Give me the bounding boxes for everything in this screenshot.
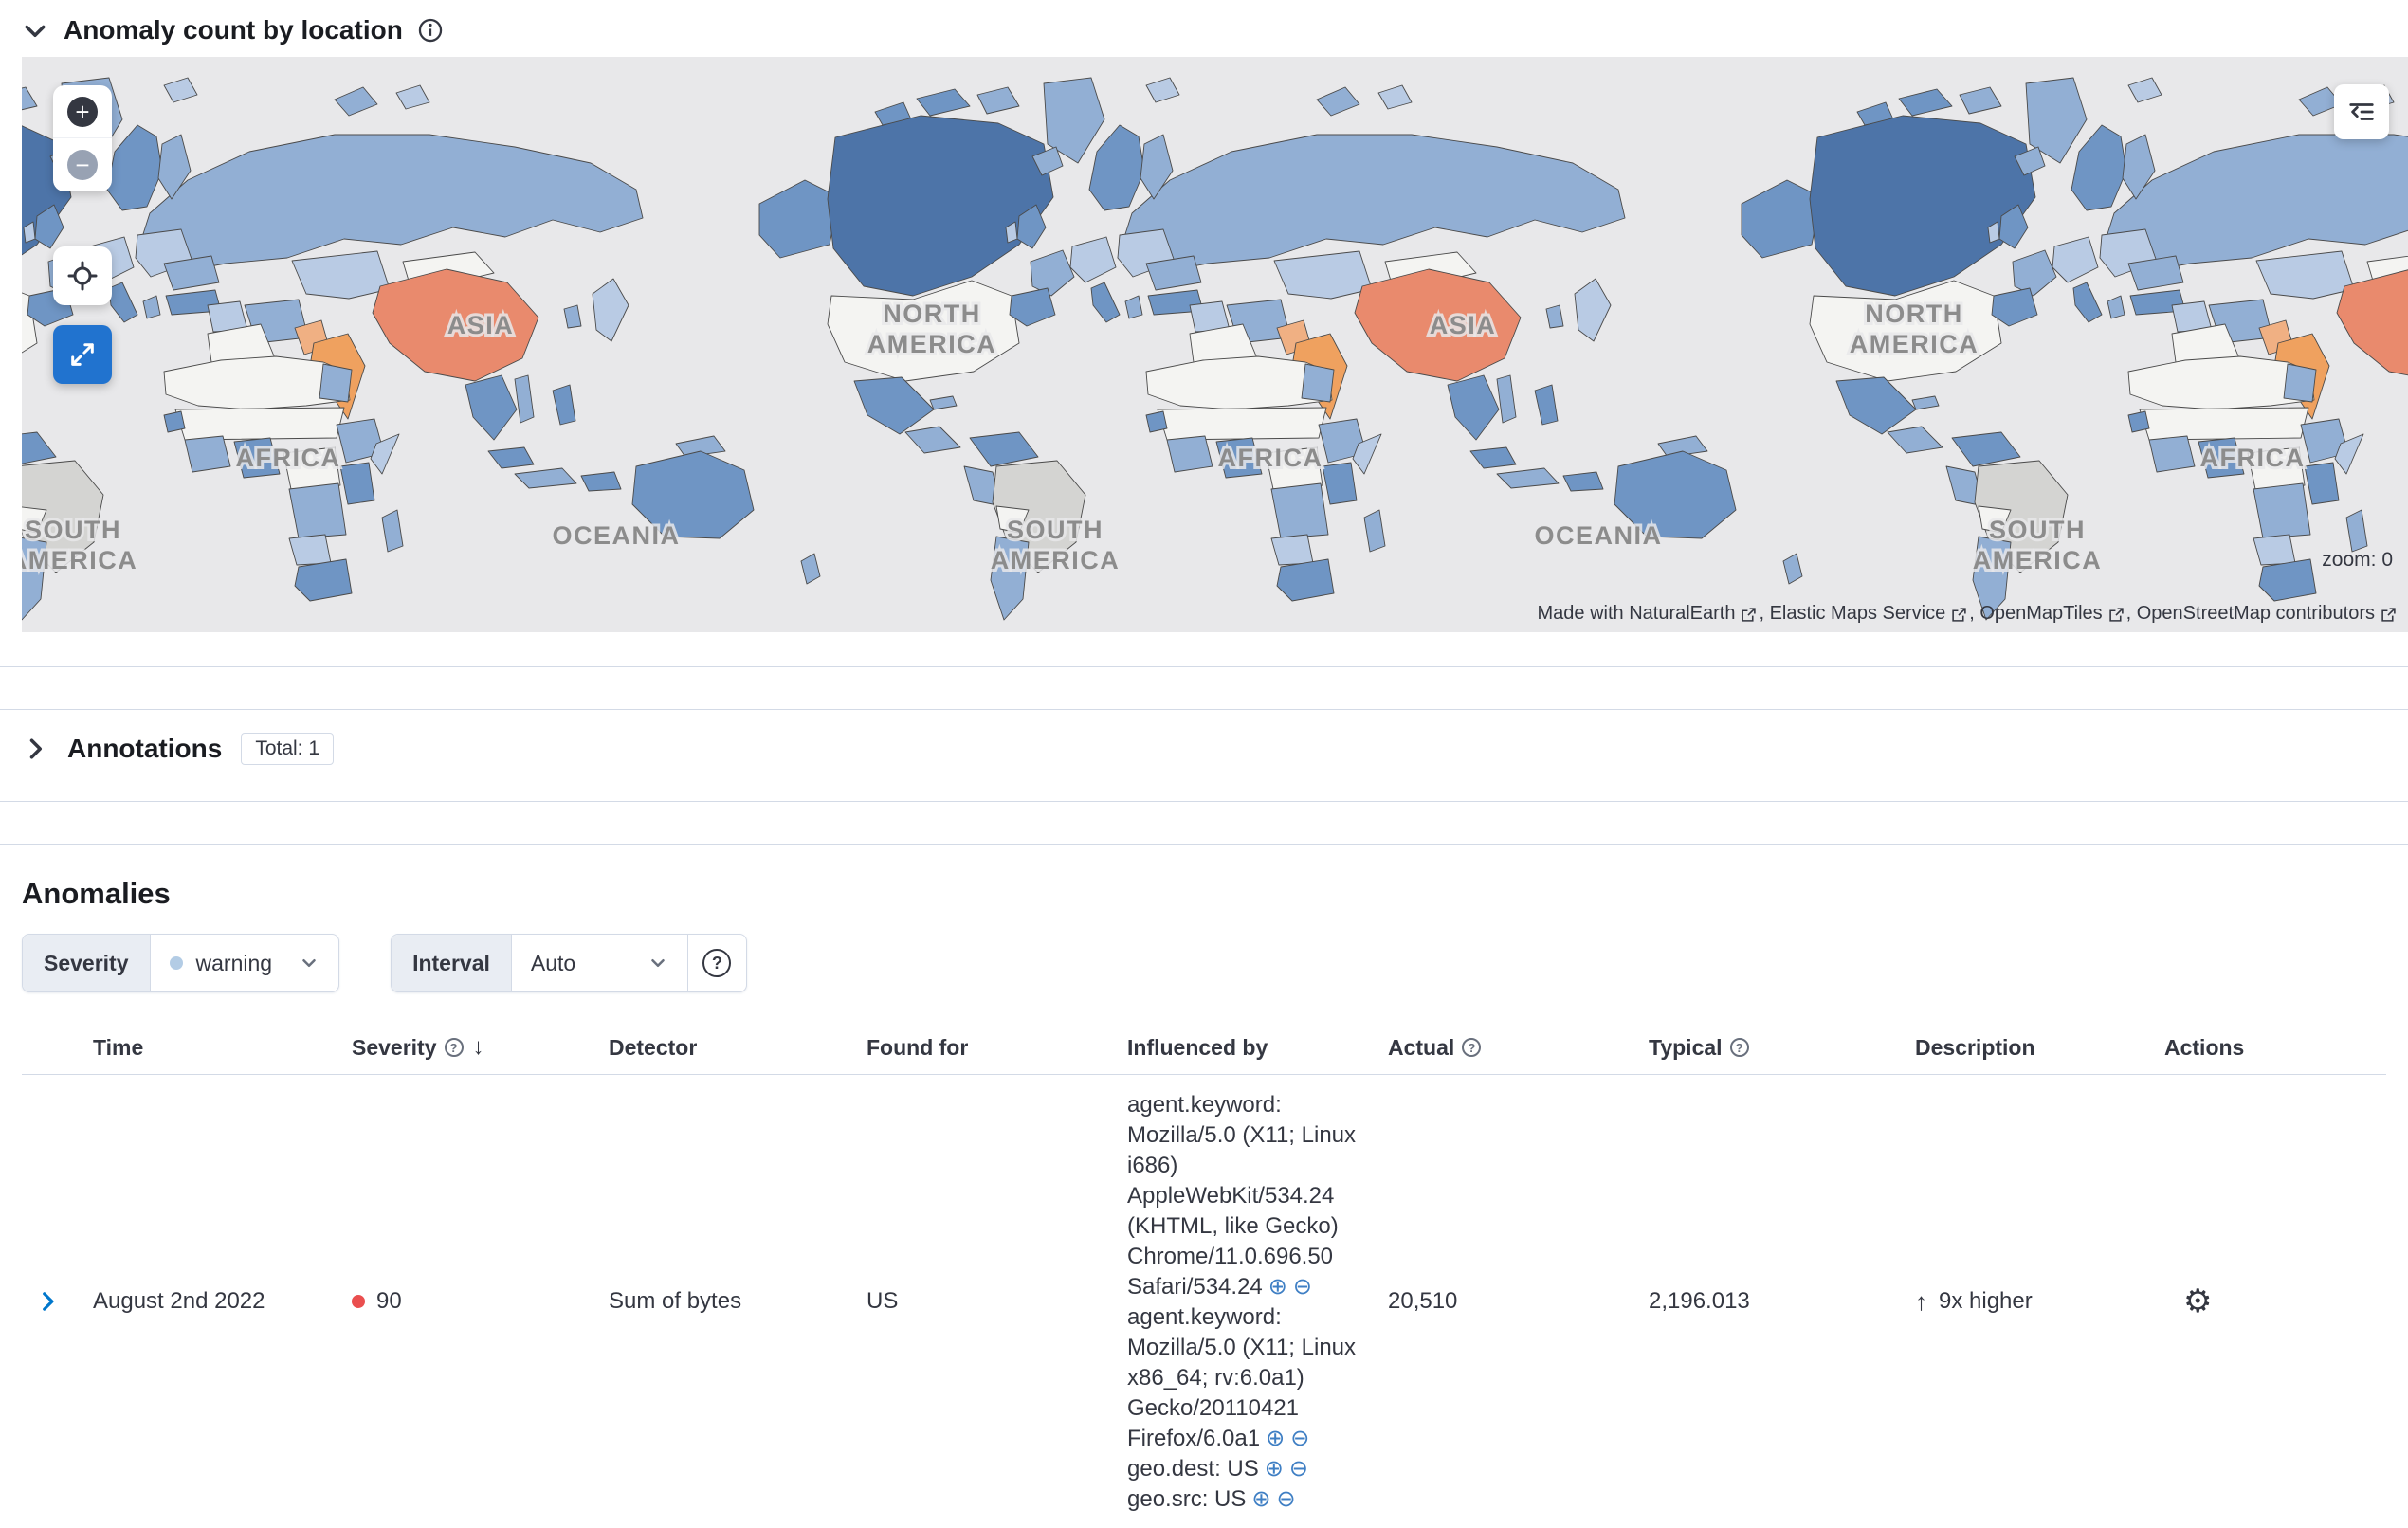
question-icon: ?	[702, 949, 732, 977]
interval-help-button[interactable]: ?	[686, 935, 746, 991]
map-section-title: Anomaly count by location	[64, 15, 403, 45]
zoom-out-button[interactable]: −	[53, 138, 112, 191]
collapse-chevron-down-icon[interactable]	[22, 17, 48, 44]
external-link-icon	[1741, 607, 1757, 623]
zoom-level-status: zoom: 0	[2322, 549, 2393, 571]
add-filter-icon[interactable]: ⊕	[1268, 1274, 1287, 1300]
chevron-down-icon	[299, 953, 319, 973]
expand-arrows-icon	[68, 340, 97, 369]
header-description: Description	[1915, 1034, 2035, 1060]
cell-actual: 20,510	[1388, 1288, 1458, 1314]
cell-actions: ⚙	[2164, 1272, 2386, 1331]
interval-value: Auto	[530, 950, 576, 975]
anomalies-table: Time Severity ? ↓ Detector Found for Inf…	[22, 1027, 2386, 1528]
anomalies-table-header: Time Severity ? ↓ Detector Found for Inf…	[22, 1027, 2386, 1075]
section-divider	[0, 666, 2408, 667]
header-expand-column	[22, 1027, 93, 1074]
anomalies-title: Anomalies	[22, 877, 171, 910]
influencer-item: agent.keyword: Mozilla/5.0 (X11; Linux x…	[1127, 1304, 1357, 1451]
interval-filter-group: Interval Auto ?	[391, 934, 747, 992]
help-icon[interactable]: ?	[444, 1038, 464, 1057]
help-icon[interactable]: ?	[1462, 1038, 1482, 1057]
chevron-right-icon	[35, 1289, 60, 1314]
critical-severity-dot	[352, 1295, 365, 1308]
remove-filter-icon[interactable]: ⊖	[1292, 1274, 1312, 1300]
chevron-right-icon[interactable]	[22, 736, 48, 762]
header-actions: Actions	[2164, 1034, 2245, 1060]
influencer-item: geo.dest: US ⊕ ⊖	[1127, 1456, 1308, 1482]
sort-desc-icon: ↓	[472, 1034, 484, 1060]
warning-severity-dot	[169, 956, 183, 970]
gear-icon[interactable]: ⚙	[2183, 1283, 2213, 1319]
remove-filter-icon[interactable]: ⊖	[1288, 1456, 1308, 1482]
section-divider	[0, 709, 2408, 710]
map-section-header: Anomaly count by location	[0, 0, 2408, 57]
influencer-item: agent.keyword: Mozilla/5.0 (X11; Linux i…	[1127, 1092, 1357, 1300]
annotations-accordion-header[interactable]: Annotations Total: 1	[0, 710, 2408, 788]
cell-found-for: US	[867, 1288, 899, 1314]
cell-typical: 2,196.013	[1649, 1288, 1750, 1314]
chevron-down-icon	[648, 953, 668, 973]
legend-toggle-button[interactable]	[2334, 84, 2389, 139]
remove-filter-icon[interactable]: ⊖	[1276, 1486, 1296, 1512]
header-typical: Typical ?	[1649, 1027, 1915, 1074]
attribution-link-naturalearth[interactable]: Made with NaturalEarth	[1537, 603, 1759, 625]
annotations-title: Annotations	[67, 734, 223, 763]
cell-influenced-by: agent.keyword: Mozilla/5.0 (X11; Linux i…	[1127, 1075, 1372, 1528]
annotations-total-badge: Total: 1	[241, 733, 335, 765]
cell-time: August 2nd 2022	[93, 1288, 265, 1314]
cell-detector: Sum of bytes	[609, 1288, 742, 1314]
influencer-item: geo.src: US ⊕ ⊖	[1127, 1486, 1296, 1512]
attribution-link-openmaptiles[interactable]: , OpenMapTiles	[1969, 603, 2125, 625]
attribution-link-elastic-maps[interactable]: , Elastic Maps Service	[1759, 603, 1969, 625]
plus-icon: +	[67, 96, 98, 127]
description-text: 9x higher	[1939, 1288, 2033, 1314]
help-icon[interactable]: ?	[1729, 1038, 1749, 1057]
anomalies-filters: Severity warning Interval Auto ?	[22, 934, 2386, 992]
severity-filter-value: warning	[195, 950, 273, 975]
severity-score: 90	[376, 1288, 402, 1314]
map-attribution: Made with NaturalEarth , Elastic Maps Se…	[1537, 603, 2399, 625]
section-divider	[0, 801, 2408, 802]
external-link-icon	[2108, 607, 2125, 623]
menu-left-icon	[2347, 98, 2376, 126]
info-icon[interactable]	[418, 18, 443, 43]
crosshair-icon	[67, 261, 98, 291]
remove-filter-icon[interactable]: ⊖	[1290, 1426, 1310, 1451]
external-link-icon	[1951, 607, 1967, 623]
anomaly-choropleth-map[interactable]: ASIA NORTH AMERICA AFRICA OCEANIA SOUTH …	[22, 57, 2408, 632]
zoom-in-button[interactable]: +	[53, 85, 112, 138]
severity-filter-select[interactable]: warning	[151, 935, 339, 991]
anomalies-section: Anomalies Severity warning Interval Auto	[0, 877, 2408, 1528]
arrow-up-icon: ↑	[1915, 1286, 1927, 1316]
fit-to-data-button[interactable]	[53, 246, 112, 305]
header-actual: Actual ?	[1388, 1027, 1649, 1074]
header-severity[interactable]: Severity ? ↓	[352, 1034, 484, 1060]
interval-select[interactable]: Auto	[512, 935, 687, 991]
header-influenced-by: Influenced by	[1127, 1034, 1268, 1060]
add-filter-icon[interactable]: ⊕	[1266, 1426, 1286, 1451]
cell-severity: 90	[352, 1275, 609, 1328]
fullscreen-expand-button[interactable]	[53, 325, 112, 384]
anomaly-map-section: Anomaly count by location	[0, 0, 2408, 632]
section-divider	[0, 844, 2408, 845]
cell-description: ↑ 9x higher	[1915, 1274, 2164, 1330]
row-expand-button[interactable]	[22, 1276, 93, 1327]
add-filter-icon[interactable]: ⊕	[1251, 1486, 1271, 1512]
header-time: Time	[93, 1034, 144, 1060]
map-zoom-control: + −	[53, 85, 112, 191]
interval-filter-label: Interval	[392, 935, 512, 991]
add-filter-icon[interactable]: ⊕	[1264, 1456, 1284, 1482]
table-row: August 2nd 2022 90 Sum of bytes US agent…	[22, 1075, 2386, 1528]
minus-icon: −	[67, 150, 98, 180]
attribution-link-openstreetmap[interactable]: , OpenStreetMap contributors	[2126, 603, 2399, 625]
header-detector: Detector	[609, 1034, 698, 1060]
world-map-layer: ASIA NORTH AMERICA AFRICA OCEANIA SOUTH …	[22, 57, 2408, 632]
severity-filter-label: Severity	[23, 935, 151, 991]
header-found-for: Found for	[867, 1034, 969, 1060]
external-link-icon	[2381, 607, 2397, 623]
severity-filter-group: Severity warning	[22, 934, 340, 992]
